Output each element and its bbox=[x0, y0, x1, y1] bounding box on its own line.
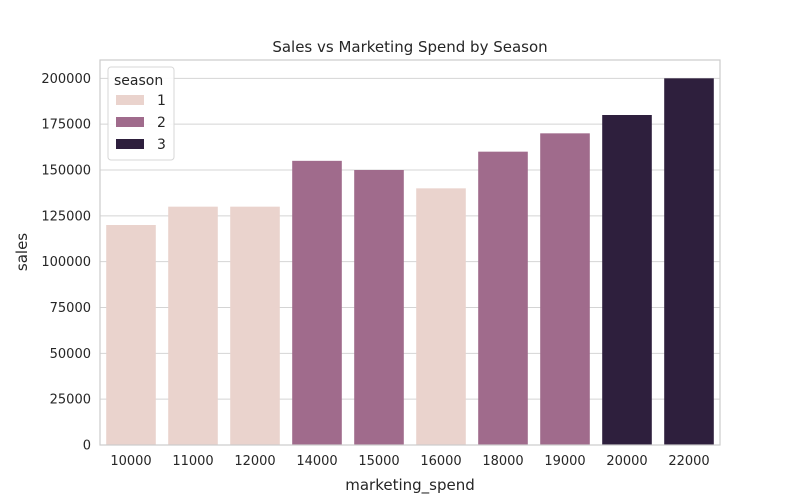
legend-swatch bbox=[116, 95, 144, 105]
legend-swatch bbox=[116, 117, 144, 127]
y-tick-label: 0 bbox=[83, 439, 91, 454]
x-axis-label: marketing_spend bbox=[345, 476, 475, 495]
y-tick-label: 125000 bbox=[41, 209, 91, 224]
x-tick-label: 16000 bbox=[420, 454, 461, 469]
legend-label: 1 bbox=[157, 93, 166, 109]
x-tick-label: 19000 bbox=[544, 454, 585, 469]
y-tick-label: 25000 bbox=[50, 393, 91, 408]
x-tick-label: 11000 bbox=[172, 454, 213, 469]
y-tick-label: 75000 bbox=[50, 301, 91, 316]
x-tick-label: 12000 bbox=[234, 454, 275, 469]
bar bbox=[292, 160, 342, 446]
bar bbox=[602, 115, 652, 445]
legend-swatch bbox=[116, 139, 144, 149]
bars bbox=[106, 78, 714, 446]
bar bbox=[230, 206, 280, 445]
y-tick-label: 50000 bbox=[50, 347, 91, 362]
x-tick-label: 10000 bbox=[110, 454, 151, 469]
bar bbox=[168, 206, 218, 445]
legend-box bbox=[107, 66, 175, 161]
bar bbox=[416, 188, 466, 446]
legend-label: 3 bbox=[157, 137, 166, 153]
bar bbox=[540, 133, 590, 446]
x-tick-label: 20000 bbox=[606, 454, 647, 469]
legend-title: season bbox=[114, 73, 163, 89]
bar bbox=[106, 225, 156, 445]
bar bbox=[664, 78, 714, 445]
x-tick-label: 15000 bbox=[358, 454, 399, 469]
legend-label: 2 bbox=[157, 115, 166, 131]
chart-title: Sales vs Marketing Spend by Season bbox=[272, 38, 547, 56]
x-tick-label: 18000 bbox=[482, 454, 523, 469]
plot-area-frame bbox=[99, 59, 721, 446]
y-tick-label: 150000 bbox=[41, 164, 91, 179]
legend: season 1 2 3 bbox=[107, 66, 175, 161]
y-tick-label: 100000 bbox=[41, 255, 91, 270]
y-tick-label: 200000 bbox=[41, 72, 91, 87]
bar bbox=[354, 170, 404, 445]
legend-entries: 1 2 3 bbox=[116, 93, 166, 153]
x-tick-label: 22000 bbox=[668, 454, 709, 469]
y-axis-label: sales bbox=[13, 233, 31, 271]
y-tick-label: 175000 bbox=[41, 118, 91, 133]
x-tick-label: 14000 bbox=[296, 454, 337, 469]
bar bbox=[478, 151, 528, 445]
axis-ticks: 0 25000 50000 75000 100000 125000 150000 175000… bbox=[41, 72, 709, 469]
